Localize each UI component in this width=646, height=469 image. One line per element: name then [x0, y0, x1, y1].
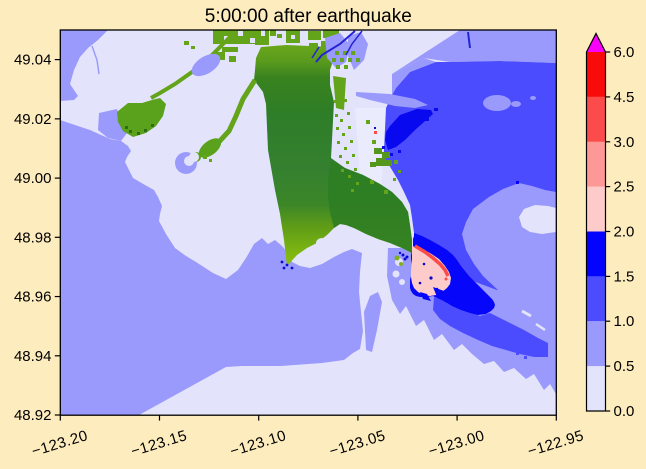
svg-text:49.04: 49.04: [14, 52, 52, 69]
svg-text:6.0: 6.0: [614, 44, 635, 61]
svg-text:3.0: 3.0: [614, 134, 635, 151]
svg-text:49.00: 49.00: [14, 170, 52, 187]
svg-text:0.0: 0.0: [614, 403, 635, 420]
svg-text:5:00:00 after earthquake: 5:00:00 after earthquake: [205, 6, 412, 27]
svg-text:0.5: 0.5: [614, 358, 635, 375]
svg-text:48.96: 48.96: [14, 289, 52, 306]
svg-text:1.5: 1.5: [614, 268, 635, 285]
svg-text:48.98: 48.98: [14, 229, 52, 246]
svg-text:2.0: 2.0: [614, 224, 635, 241]
svg-text:49.02: 49.02: [14, 111, 52, 128]
svg-text:48.94: 48.94: [14, 348, 52, 365]
svg-text:2.5: 2.5: [614, 179, 635, 196]
svg-text:1.0: 1.0: [614, 313, 635, 330]
svg-text:48.92: 48.92: [14, 407, 52, 424]
svg-text:4.5: 4.5: [614, 89, 635, 106]
